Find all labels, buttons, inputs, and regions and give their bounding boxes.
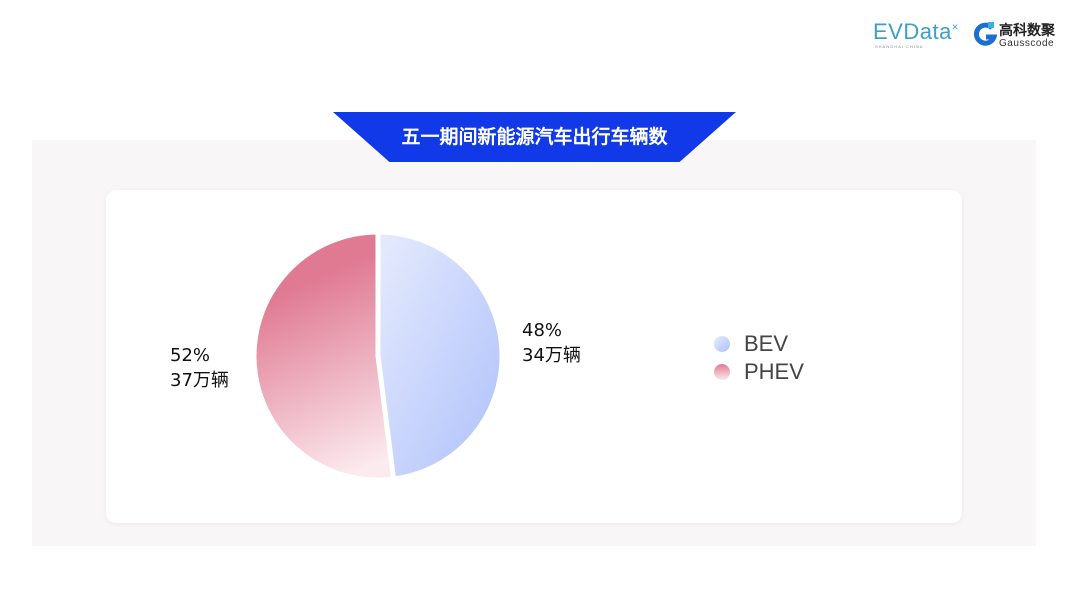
pie-slice-phev[interactable] [251, 229, 397, 483]
title-banner [333, 112, 736, 162]
phev-swatch [714, 364, 730, 380]
evdata-logo: EVData× SHANGHAI CHINA [873, 19, 959, 49]
chart-title: 五一期间新能源汽车出行车辆数 [401, 126, 668, 148]
chart-card [106, 190, 962, 523]
gausscode-icon [973, 22, 997, 46]
legend-item-bev[interactable]: BEV [714, 330, 804, 358]
legend-item-phev[interactable]: PHEV [714, 358, 804, 386]
phev-data-label: 52% 37万辆 [170, 345, 229, 391]
bev-swatch [714, 336, 730, 352]
legend: BEV PHEV [714, 330, 804, 386]
bev-data-label: 48% 34万辆 [522, 320, 581, 366]
pie-slice-bev[interactable] [375, 229, 505, 482]
